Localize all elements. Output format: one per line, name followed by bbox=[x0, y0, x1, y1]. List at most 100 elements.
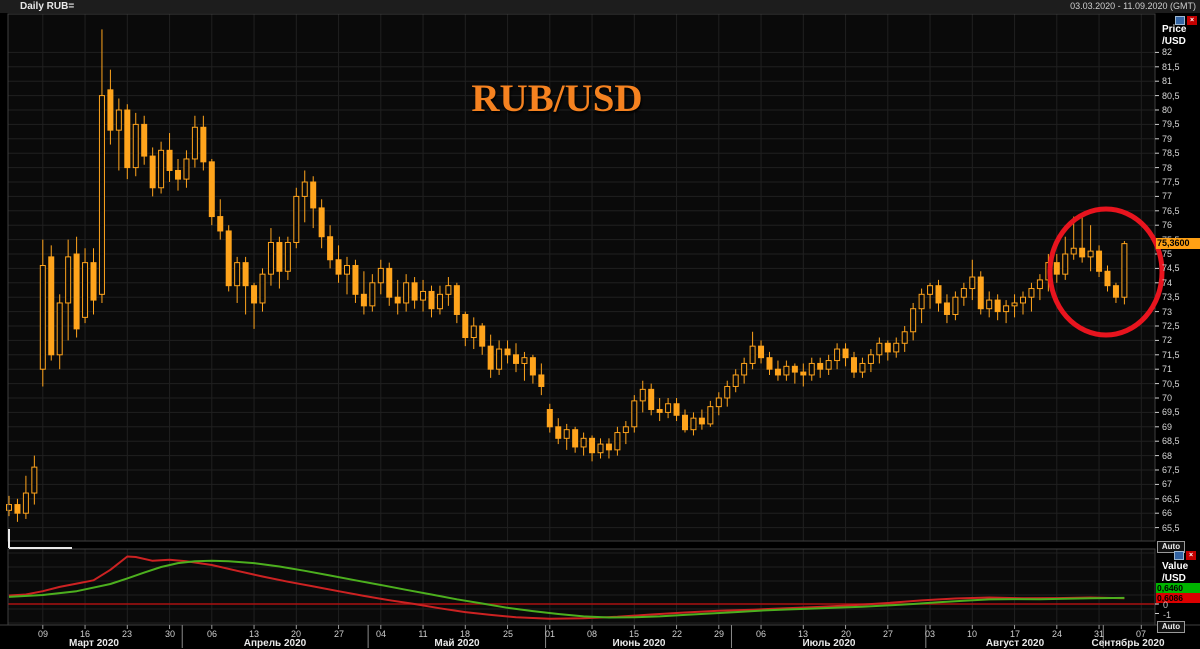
candle-body bbox=[436, 293, 443, 310]
candle-body bbox=[1112, 285, 1119, 298]
candle-body bbox=[952, 296, 959, 315]
price-tick-label: 72,5 bbox=[1162, 321, 1180, 331]
day-tick-label: 17 bbox=[1009, 629, 1021, 639]
candle-body bbox=[800, 371, 807, 376]
candle-body bbox=[107, 89, 114, 131]
candle-body bbox=[749, 345, 756, 364]
candle-body bbox=[1003, 305, 1010, 313]
candle-body bbox=[234, 262, 241, 287]
price-tick-label: 68 bbox=[1162, 451, 1173, 461]
candle-body bbox=[817, 362, 824, 370]
restore-icon[interactable] bbox=[1175, 16, 1185, 25]
candle-body bbox=[1070, 247, 1077, 255]
price-tick-label: 79 bbox=[1162, 134, 1173, 144]
candle-body bbox=[191, 126, 198, 160]
candle-body bbox=[200, 126, 207, 163]
candle-body bbox=[732, 374, 739, 387]
highlight-ellipse bbox=[1047, 206, 1165, 338]
candle-body bbox=[1020, 296, 1026, 304]
candle-body bbox=[496, 348, 503, 370]
close-icon[interactable]: × bbox=[1187, 16, 1197, 25]
candle-body bbox=[758, 345, 765, 359]
candle-body bbox=[774, 368, 781, 376]
candle-body bbox=[656, 409, 663, 413]
day-tick-label: 09 bbox=[37, 629, 49, 639]
candle-body bbox=[470, 325, 477, 339]
candle-body bbox=[605, 443, 612, 451]
day-tick-label: 16 bbox=[79, 629, 91, 639]
price-tick-label: 76,5 bbox=[1162, 206, 1180, 216]
main-pane-background[interactable] bbox=[8, 14, 1155, 541]
candle-body bbox=[504, 348, 511, 356]
day-tick-label: 18 bbox=[459, 629, 471, 639]
candle-body bbox=[394, 296, 401, 304]
candle-body bbox=[960, 288, 967, 298]
candle-body bbox=[572, 429, 579, 448]
day-tick-label: 24 bbox=[1051, 629, 1063, 639]
candle-body bbox=[208, 161, 215, 218]
candle-body bbox=[707, 406, 714, 425]
candle-body bbox=[842, 348, 849, 359]
candle-body bbox=[918, 293, 925, 310]
candle-body bbox=[335, 259, 342, 275]
price-tick-label: 71 bbox=[1162, 364, 1173, 374]
price-tick-label: 72 bbox=[1162, 335, 1173, 345]
month-label: Апрель 2020 bbox=[243, 638, 307, 649]
price-tick-label: 77,5 bbox=[1162, 177, 1180, 187]
day-tick-label: 11 bbox=[418, 629, 428, 639]
month-label: Май 2020 bbox=[434, 638, 480, 649]
candle-body bbox=[31, 466, 38, 494]
price-auto-button[interactable]: Auto bbox=[1157, 541, 1185, 553]
price-tick-label: 70 bbox=[1162, 393, 1173, 403]
price-axis-unit: /USD bbox=[1162, 36, 1186, 47]
day-tick-label: 22 bbox=[671, 629, 683, 639]
candle-body bbox=[1062, 253, 1069, 275]
candle-body bbox=[73, 253, 80, 330]
price-tick-label: 68,5 bbox=[1162, 436, 1180, 446]
price-tick-label: 67 bbox=[1162, 479, 1173, 489]
candle-body bbox=[428, 290, 435, 310]
candle-body bbox=[183, 158, 190, 180]
candle-body bbox=[901, 331, 908, 344]
candle-body bbox=[783, 365, 790, 376]
candle-body bbox=[791, 365, 798, 373]
candle-body bbox=[825, 360, 832, 370]
candle-body bbox=[589, 437, 596, 454]
candle-body bbox=[673, 403, 680, 416]
day-tick-label: 30 bbox=[164, 629, 176, 639]
day-tick-label: 15 bbox=[628, 629, 640, 639]
price-tick-label: 70,5 bbox=[1162, 379, 1180, 389]
candle-body bbox=[910, 308, 917, 333]
candle-body bbox=[876, 342, 883, 356]
candle-body bbox=[39, 265, 46, 370]
candle-body bbox=[82, 262, 89, 318]
candle-body bbox=[301, 181, 308, 197]
value-tick-label: -1 bbox=[1163, 610, 1172, 620]
candle-body bbox=[166, 149, 173, 171]
price-tick-label: 80,5 bbox=[1162, 91, 1180, 101]
close-icon[interactable]: × bbox=[1186, 551, 1196, 560]
date-range-label: 03.03.2020 - 11.09.2020 (GMT) bbox=[1070, 1, 1196, 11]
candle-body bbox=[555, 426, 562, 439]
price-tick-label: 65,5 bbox=[1162, 523, 1180, 533]
price-tick-label: 81 bbox=[1162, 76, 1173, 86]
price-tick-label: 81,5 bbox=[1162, 62, 1180, 72]
price-tick-label: 74,5 bbox=[1162, 263, 1180, 273]
month-label: Июнь 2020 bbox=[612, 638, 666, 649]
price-tick-label: 66,5 bbox=[1162, 494, 1180, 504]
candle-body bbox=[124, 109, 131, 169]
candle-body bbox=[927, 285, 934, 295]
value-auto-button[interactable]: Auto bbox=[1157, 621, 1185, 633]
price-tick-label: 67,5 bbox=[1162, 465, 1180, 475]
restore-icon[interactable] bbox=[1174, 551, 1184, 560]
candle-body bbox=[1121, 243, 1128, 298]
candle-body bbox=[377, 267, 384, 284]
candle-body bbox=[132, 123, 139, 169]
candle-body bbox=[487, 345, 494, 370]
price-tick-label: 69 bbox=[1162, 422, 1173, 432]
candle-body bbox=[639, 388, 646, 402]
candle-body bbox=[715, 397, 722, 408]
candle-body bbox=[344, 265, 350, 275]
candle-body bbox=[267, 241, 274, 275]
